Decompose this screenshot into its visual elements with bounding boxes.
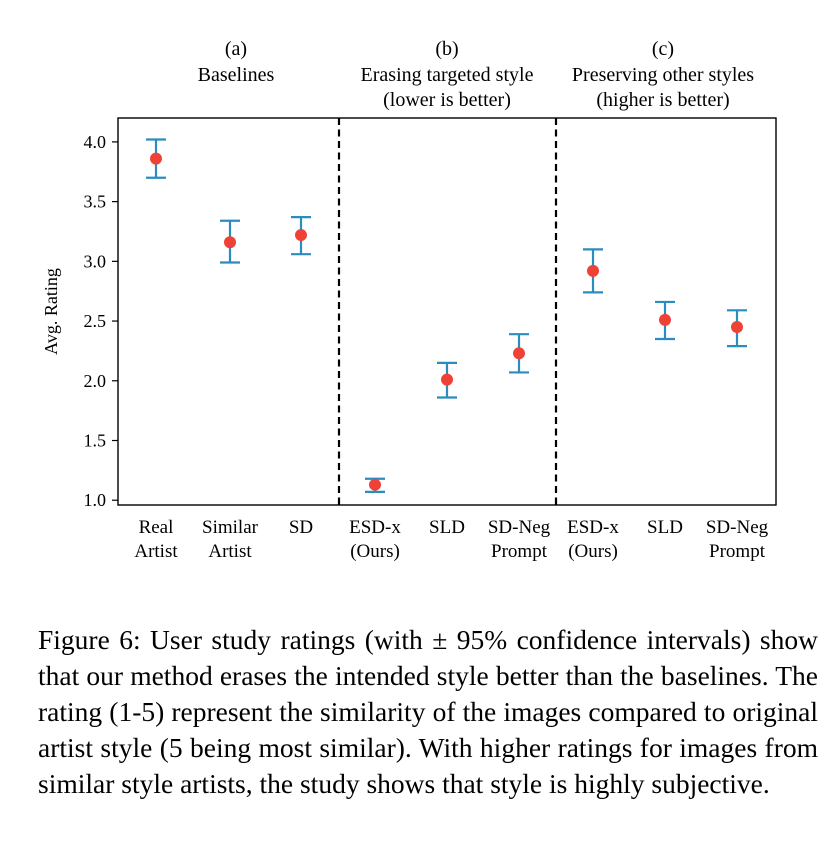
panel-title: Erasing targeted style — [361, 64, 534, 86]
y-tick-label: 1.5 — [84, 431, 107, 451]
data-point — [295, 229, 307, 242]
x-tick-label: SD — [289, 517, 313, 538]
data-point — [731, 321, 743, 334]
x-tick-label: ESD-x — [349, 517, 401, 538]
data-point — [513, 347, 525, 360]
x-tick-label: SD-Neg — [706, 517, 769, 538]
x-tick-label: Prompt — [709, 541, 766, 562]
data-point — [659, 313, 671, 326]
x-tick-label: Similar — [202, 517, 259, 538]
panel-title: (lower is better) — [383, 89, 511, 111]
panel-letter: (c) — [652, 38, 674, 60]
x-tick-label: Artist — [208, 541, 252, 562]
x-tick-label: SLD — [647, 517, 683, 538]
user-study-chart: 1.0 1.5 2.0 2.5 3.0 3.5 4.0 Avg. Rating (a) Basel… — [41, 38, 777, 562]
figure-caption: Figure 6: User study ratings (with ± 95%… — [38, 623, 818, 799]
panel-letter: (a) — [225, 38, 247, 60]
plot-frame — [117, 117, 777, 506]
y-tick-label: 2.5 — [84, 311, 107, 331]
panel-title: (higher is better) — [596, 89, 729, 111]
panel-title: Preserving other styles — [572, 64, 754, 86]
data-point — [150, 152, 162, 165]
x-tick-label: Artist — [134, 541, 178, 562]
x-tick-label: ESD-x — [567, 517, 619, 538]
x-tick-label: SD-Neg — [488, 517, 551, 538]
data-point — [224, 236, 236, 249]
x-tick-label: (Ours) — [350, 541, 400, 562]
y-axis-label: Avg. Rating — [41, 268, 61, 355]
y-tick-label: 3.0 — [84, 251, 107, 271]
data-point — [441, 373, 453, 386]
y-tick-label: 3.5 — [84, 192, 107, 212]
y-tick-label: 2.0 — [84, 371, 107, 391]
y-tick-label: 4.0 — [84, 132, 107, 152]
x-tick-label: (Ours) — [568, 541, 618, 562]
data-point — [369, 478, 381, 491]
data-point — [587, 264, 599, 277]
x-tick-label: Prompt — [491, 541, 548, 562]
panel-letter: (b) — [435, 38, 458, 60]
y-tick-label: 1.0 — [84, 490, 107, 510]
x-tick-label: SLD — [429, 517, 465, 538]
panel-title: Baselines — [198, 64, 275, 86]
x-tick-label: Real — [139, 517, 174, 538]
